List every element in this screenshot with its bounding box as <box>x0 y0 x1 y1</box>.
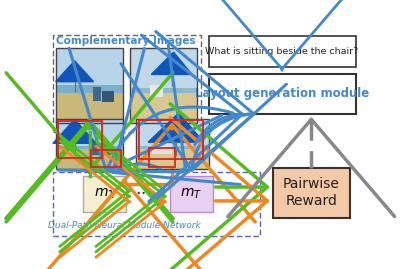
Bar <box>149 148 175 167</box>
Bar <box>102 91 114 102</box>
Bar <box>130 48 197 89</box>
Polygon shape <box>56 61 94 82</box>
Bar <box>170 175 213 213</box>
Bar <box>152 144 172 154</box>
Bar <box>56 146 123 152</box>
Bar <box>273 168 350 218</box>
Bar <box>56 149 123 169</box>
Bar <box>90 143 113 155</box>
Text: Pairwise
Reward: Pairwise Reward <box>283 177 340 208</box>
Bar <box>136 146 209 152</box>
Bar <box>130 48 197 123</box>
Text: Layout generation module: Layout generation module <box>195 87 369 100</box>
Bar <box>136 149 209 169</box>
Bar <box>58 121 102 158</box>
Bar <box>139 120 203 159</box>
Bar <box>56 86 123 97</box>
Bar <box>56 48 123 123</box>
Polygon shape <box>53 119 96 143</box>
Bar <box>209 36 356 67</box>
Bar <box>130 88 197 97</box>
Bar <box>52 35 201 132</box>
Bar <box>136 119 209 169</box>
Text: Dual-Path Neural Module Network: Dual-Path Neural Module Network <box>48 221 200 230</box>
Bar <box>56 119 123 147</box>
Polygon shape <box>151 52 192 75</box>
Text: What is sitting beside the chair?: What is sitting beside the chair? <box>205 47 359 56</box>
Bar <box>209 74 356 114</box>
Bar <box>56 93 123 123</box>
Text: Complementary Images: Complementary Images <box>56 36 196 46</box>
Bar <box>91 150 121 167</box>
Bar <box>83 175 126 213</box>
Text: ···: ··· <box>135 185 152 203</box>
Polygon shape <box>148 113 204 142</box>
Bar <box>130 93 197 123</box>
Text: $m_1$: $m_1$ <box>94 187 114 201</box>
Bar <box>93 87 101 101</box>
Bar <box>56 48 123 89</box>
Text: RPN: RPN <box>138 123 164 137</box>
Text: $m_T$: $m_T$ <box>180 187 202 201</box>
Bar <box>136 119 209 147</box>
Bar <box>52 172 260 236</box>
Bar <box>56 119 123 169</box>
Bar <box>150 86 164 97</box>
